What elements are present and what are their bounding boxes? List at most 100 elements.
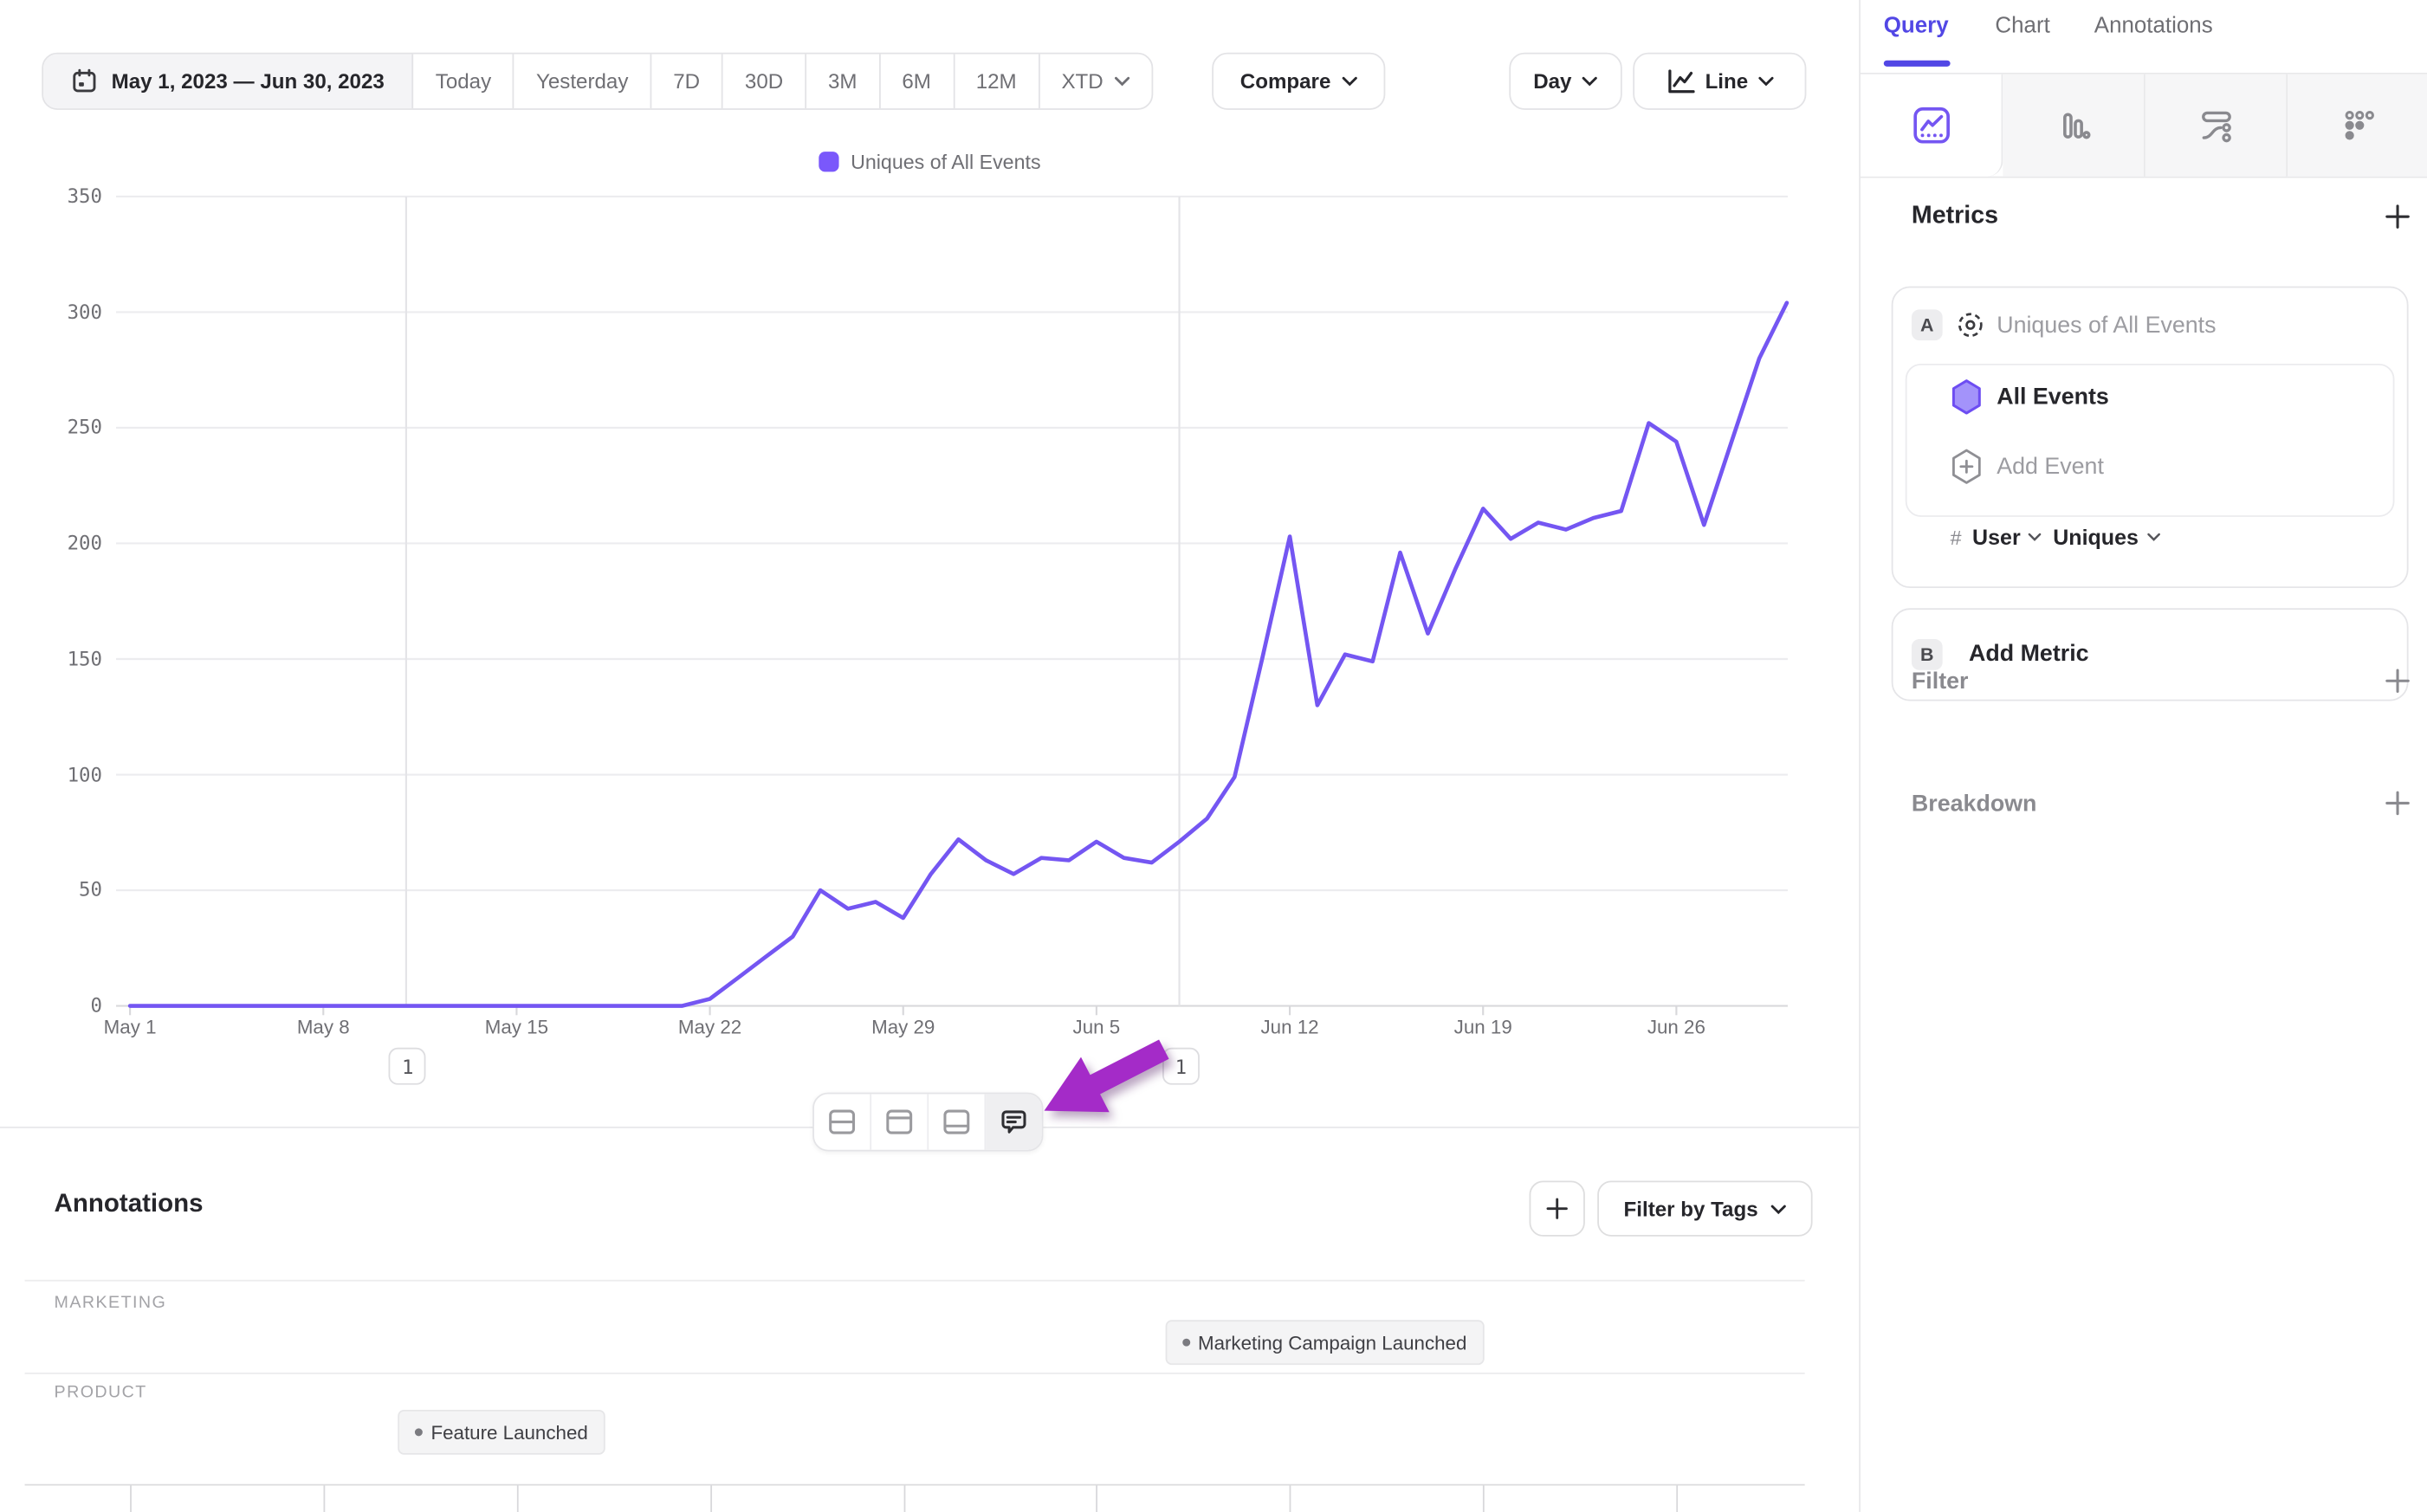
plus-icon — [2385, 669, 2410, 694]
preset-7d[interactable]: 7D — [651, 54, 723, 109]
metric-card-a[interactable]: A Uniques of All Events All Events Add E… — [1891, 286, 2409, 589]
line-chart[interactable] — [0, 0, 1859, 1127]
ruler-tick — [1483, 1485, 1485, 1512]
y-tick-label: 50 — [79, 877, 102, 901]
y-tick-label: 200 — [67, 531, 102, 554]
annotation-group-marketing: MARKETING — [54, 1293, 167, 1313]
add-annotation-button[interactable] — [1529, 1180, 1585, 1237]
annotation-group-product: PRODUCT — [54, 1383, 147, 1403]
preset-xtd-dropdown[interactable]: XTD — [1039, 55, 1151, 109]
chevron-down-icon — [1770, 1204, 1786, 1214]
annotation-chip-marketing[interactable]: Marketing Campaign Launched — [1165, 1320, 1485, 1366]
report-funnels-tab[interactable] — [2003, 74, 2145, 177]
row-divider — [24, 1373, 1805, 1374]
query-sidebar: Query Chart Annotations — [1859, 0, 2427, 1512]
metric-badge-a: A — [1911, 309, 1943, 341]
plus-icon — [1546, 1198, 1568, 1219]
preset-6m[interactable]: 6M — [880, 54, 955, 109]
filter-by-tags-button[interactable]: Filter by Tags — [1597, 1180, 1813, 1237]
panel-top-icon[interactable] — [871, 1094, 929, 1150]
main-area: May 1, 2023 — Jun 30, 2023 Today Yesterd… — [0, 0, 1860, 1512]
y-tick-label: 350 — [67, 184, 102, 208]
row-divider — [24, 1279, 1805, 1282]
aggregation-type-dropdown[interactable]: Uniques — [2053, 525, 2160, 549]
line-chart-icon — [1667, 69, 1694, 94]
annotation-dot — [415, 1428, 424, 1437]
x-tick-label: May 15 — [484, 1017, 549, 1039]
metric-card-b[interactable]: B Add Metric — [1891, 608, 2409, 701]
add-event-hexagon-icon — [1952, 449, 1981, 484]
preset-12m[interactable]: 12M — [955, 54, 1040, 109]
event-row-all-events[interactable]: All Events — [1997, 384, 2109, 410]
y-tick-label: 300 — [67, 300, 102, 323]
report-flows-tab[interactable] — [2145, 74, 2288, 177]
add-filter-button[interactable] — [2385, 669, 2411, 694]
tabs-divider — [1860, 72, 2427, 74]
split-horizontal-icon[interactable] — [814, 1094, 872, 1150]
chart-layout-toolbar — [812, 1092, 1044, 1152]
tab-annotations[interactable]: Annotations — [2094, 14, 2213, 39]
preset-30d[interactable]: 30D — [723, 54, 806, 109]
annotation-count-badge[interactable]: 1 — [389, 1047, 427, 1085]
ruler-tick — [323, 1485, 326, 1512]
annotation-chip-product[interactable]: Feature Launched — [398, 1409, 605, 1455]
preset-yesterday[interactable]: Yesterday — [515, 54, 652, 109]
y-tick-label: 100 — [67, 762, 102, 786]
chart-type-button[interactable]: Line — [1633, 52, 1807, 110]
metric-name[interactable]: Uniques of All Events — [1997, 312, 2217, 339]
add-metric-button[interactable]: Add Metric — [1969, 640, 2089, 668]
chevron-down-icon — [1582, 76, 1598, 87]
y-tick-label: 150 — [67, 646, 102, 670]
compare-button[interactable]: Compare — [1212, 52, 1386, 110]
legend-label: Uniques of All Events — [851, 150, 1041, 174]
flows-icon — [2201, 111, 2230, 143]
legend-swatch — [818, 152, 838, 172]
aggregation-row: # User Uniques — [1950, 525, 2160, 549]
panel-bottom-icon[interactable] — [929, 1094, 987, 1150]
x-tick-label: Jun 5 — [1072, 1017, 1121, 1039]
annotation-dot — [1182, 1338, 1191, 1347]
pointer-arrow — [1044, 1039, 1169, 1113]
preset-3m[interactable]: 3M — [806, 54, 881, 109]
report-retention-tab[interactable] — [2288, 74, 2427, 177]
chart-legend: Uniques of All Events — [0, 150, 1859, 173]
chevron-down-icon — [1114, 76, 1129, 87]
active-tab-underline — [1883, 60, 1951, 67]
annotations-title: Annotations — [54, 1190, 204, 1218]
breakdown-section-label: Breakdown — [1911, 791, 2037, 817]
date-range-control: May 1, 2023 — Jun 30, 2023 Today Yesterd… — [42, 52, 1153, 110]
date-range-button[interactable]: May 1, 2023 — Jun 30, 2023 — [43, 54, 414, 109]
add-event-button[interactable]: Add Event — [1997, 453, 2104, 480]
annotations-timeline-ruler — [24, 1483, 1805, 1512]
annotation-count-badge[interactable]: 1 — [1162, 1047, 1200, 1085]
ruler-tick — [130, 1485, 132, 1512]
all-events-hexagon-icon — [1951, 379, 1981, 415]
preset-today[interactable]: Today — [414, 54, 515, 109]
x-tick-label: May 8 — [296, 1017, 350, 1039]
tab-query[interactable]: Query — [1883, 14, 1949, 39]
y-tick-label: 0 — [90, 993, 102, 1018]
plus-icon — [2385, 791, 2410, 816]
chevron-down-icon — [2146, 533, 2160, 541]
gear-icon[interactable] — [1955, 309, 1986, 340]
x-tick-label: Jun 19 — [1453, 1017, 1512, 1039]
report-insights-tab[interactable] — [1860, 74, 2003, 177]
x-tick-label: May 29 — [871, 1017, 935, 1039]
x-tick-label: May 1 — [103, 1017, 157, 1039]
metrics-heading: Metrics — [1911, 203, 1999, 229]
annotation-comment-icon[interactable] — [986, 1094, 1042, 1150]
tab-chart[interactable]: Chart — [1995, 14, 2050, 39]
count-symbol: # — [1950, 525, 1962, 549]
add-metric-plus-button[interactable] — [2385, 204, 2411, 229]
granularity-button[interactable]: Day — [1509, 52, 1622, 110]
metric-badge-b: B — [1911, 639, 1943, 670]
ruler-tick — [1676, 1485, 1679, 1512]
chevron-down-icon — [1759, 76, 1775, 87]
x-tick-label: Jun 12 — [1260, 1017, 1319, 1039]
add-breakdown-button[interactable] — [2385, 791, 2411, 816]
annotations-panel: Annotations Filter by Tags MARKETING Mar… — [0, 1126, 1860, 1512]
aggregation-entity-dropdown[interactable]: User — [1972, 525, 2042, 549]
insights-icon — [1912, 107, 1950, 144]
chevron-down-icon — [2029, 533, 2042, 541]
